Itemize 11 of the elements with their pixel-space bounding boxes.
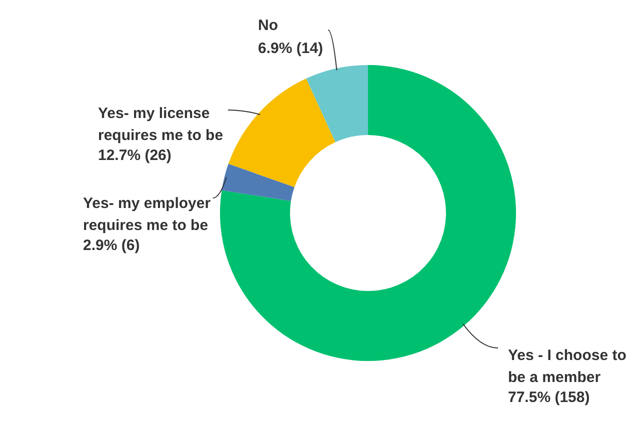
donut-slice	[306, 65, 368, 142]
data-label: 77.5% (158)	[508, 389, 590, 406]
slice-label: Yes - I choose to be a member	[508, 347, 626, 386]
slice-label: Yes- my employer requires me to be	[83, 195, 211, 234]
donut-slice	[228, 78, 336, 188]
slice-label: Yes- my license requires me to be	[98, 105, 224, 144]
data-label: 2.9% (6)	[83, 237, 140, 254]
slice-label: No	[258, 17, 278, 34]
data-label: 12.7% (26)	[98, 147, 172, 164]
donut-slice	[222, 164, 294, 202]
data-label: 6.9% (14)	[258, 40, 324, 57]
